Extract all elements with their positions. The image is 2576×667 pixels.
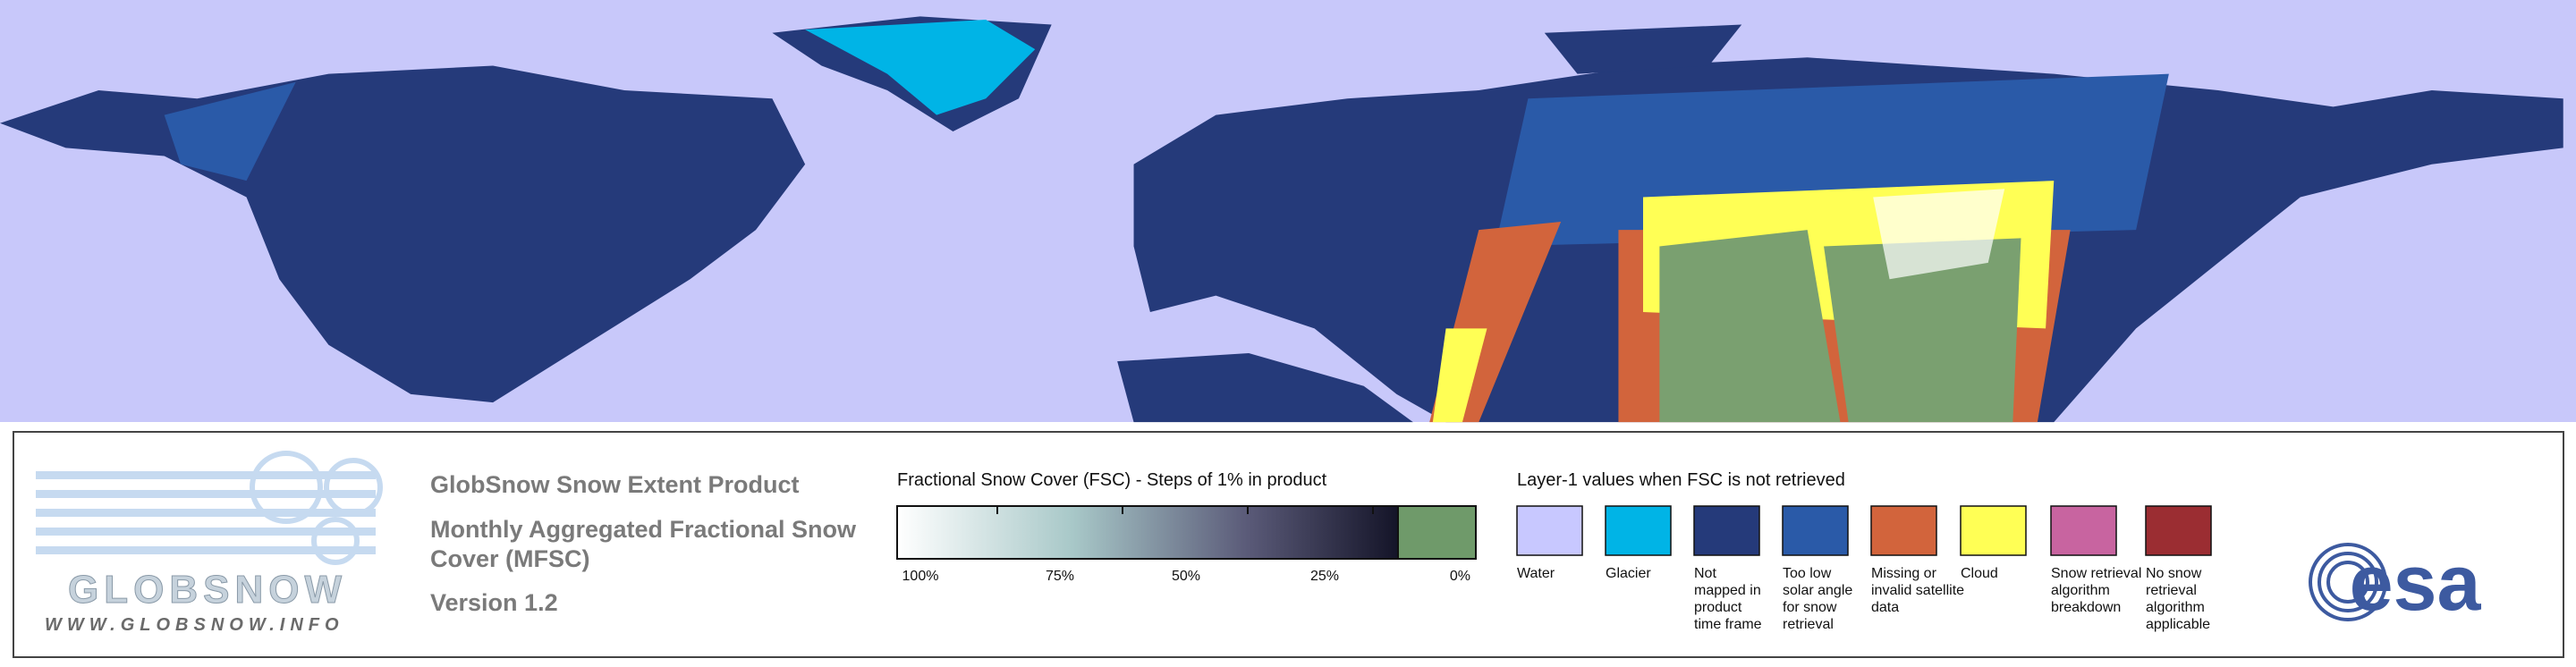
legend-label: Cloud	[1961, 566, 1998, 581]
legend-label: Glacier	[1606, 566, 1651, 581]
product-subtitle: Monthly Aggregated Fractional Snow	[430, 516, 857, 543]
legend-label: retrieval	[1783, 617, 1834, 632]
legend-label: applicable	[2146, 617, 2210, 632]
legend-label: time frame	[1694, 617, 1762, 632]
legend-label: algorithm	[2146, 600, 2205, 615]
legend-label: Snow retrieval	[2051, 566, 2141, 581]
legend-label: Missing or	[1871, 566, 1937, 581]
legend-swatch	[1693, 505, 1760, 556]
legend-swatch	[1870, 505, 1937, 556]
legend-label: invalid satellite	[1871, 583, 1964, 598]
legend-swatch	[1782, 505, 1849, 556]
legend-label: No snow	[2146, 566, 2202, 581]
legend-label: Water	[1517, 566, 1555, 581]
legend-swatch	[1516, 505, 1583, 556]
colorbar-label: 50%	[1172, 569, 1200, 584]
legend-swatch	[1605, 505, 1672, 556]
legend-label: product	[1694, 600, 1742, 615]
colorbar-label: 100%	[902, 569, 939, 584]
agency-logo: esa	[2309, 538, 2482, 627]
legend-swatch	[2050, 505, 2117, 556]
colorbar-label: 75%	[1046, 569, 1074, 584]
map	[0, 0, 2576, 423]
logo: GLOBSNOW WWW.GLOBSNOW.INFO	[36, 451, 383, 635]
legend-items: Water Glacier Not mapped in product time fram…	[1516, 505, 2212, 632]
legend-swatch	[1960, 505, 2027, 556]
colorbar-label: 25%	[1310, 569, 1339, 584]
legend-label: Too low	[1783, 566, 1832, 581]
colorbar-title: Fractional Snow Cover (FSC) - Steps of 1…	[897, 470, 1327, 490]
legend-label: algorithm	[2051, 583, 2110, 598]
logo-name: GLOBSNOW	[68, 568, 347, 612]
product-subtitle: Cover (MFSC)	[430, 545, 590, 572]
legend-label: solar angle	[1783, 583, 1852, 598]
legend-swatch	[2145, 505, 2212, 556]
colorbar-label: 0%	[1450, 569, 1470, 584]
legend-label: breakdown	[2051, 600, 2121, 615]
legend-title: Layer-1 values when FSC is not retrieved	[1517, 470, 1845, 490]
legend-label: Not	[1694, 566, 1716, 581]
agency-name: esa	[2350, 538, 2482, 627]
legend-label: data	[1871, 600, 1899, 615]
logo-url: WWW.GLOBSNOW.INFO	[45, 615, 344, 635]
product-version: Version 1.2	[430, 589, 558, 616]
product-title: GlobSnow Snow Extent Product	[430, 471, 800, 498]
legend-label: retrieval	[2146, 583, 2197, 598]
colorbar	[896, 505, 1477, 560]
legend-label: mapped in	[1694, 583, 1761, 598]
colorbar-labels: 100% 75% 50% 25% 0%	[902, 569, 1470, 584]
legend-label: for snow	[1783, 600, 1837, 615]
